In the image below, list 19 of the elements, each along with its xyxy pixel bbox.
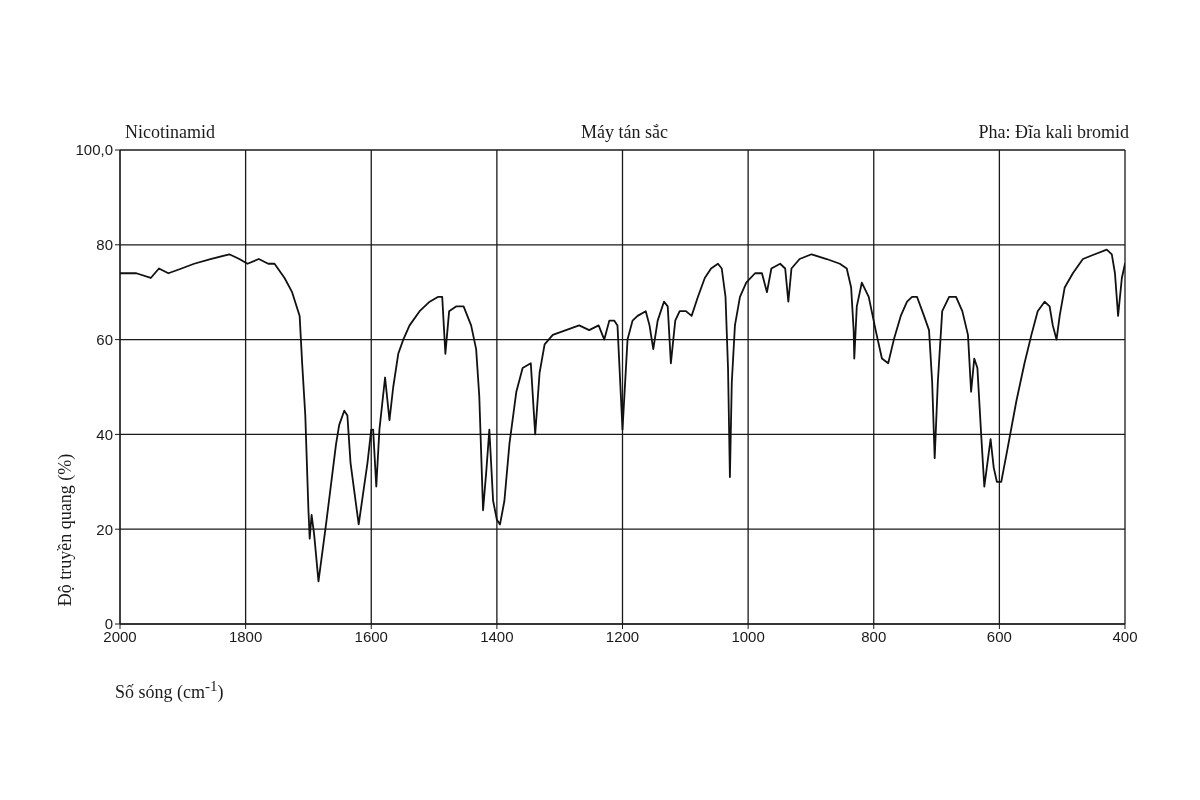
chart-title: Nicotinamid (124, 122, 216, 143)
y-tick-label: 40 (96, 425, 113, 443)
x-tick-label: 600 (986, 627, 1012, 645)
x-tick-label: 1000 (731, 627, 765, 645)
y-tick-label: 0 (104, 615, 113, 633)
x-tick-label: 800 (861, 627, 887, 645)
text: Máy tán sắc (580, 122, 669, 143)
x-tick-label: 1200 (605, 627, 640, 645)
x-axis-title: Số sóng (cm$^{-1}$) (115, 678, 224, 703)
y-tick-label: 100,0 (75, 141, 113, 159)
x-tick-label: 1600 (354, 627, 388, 645)
y-tick-label: 80 (96, 236, 113, 254)
y-axis-title: Độ truyền quang (%) (54, 453, 76, 607)
x-tick-label: 1800 (228, 627, 263, 645)
x-tick-label: 400 (1112, 627, 1138, 645)
y-tick-label: 60 (96, 330, 113, 348)
x-tick-label: 1400 (480, 627, 514, 645)
text: Pha: Đĩa kali bromid (977, 122, 1129, 143)
y-tick-label: 20 (96, 520, 113, 538)
